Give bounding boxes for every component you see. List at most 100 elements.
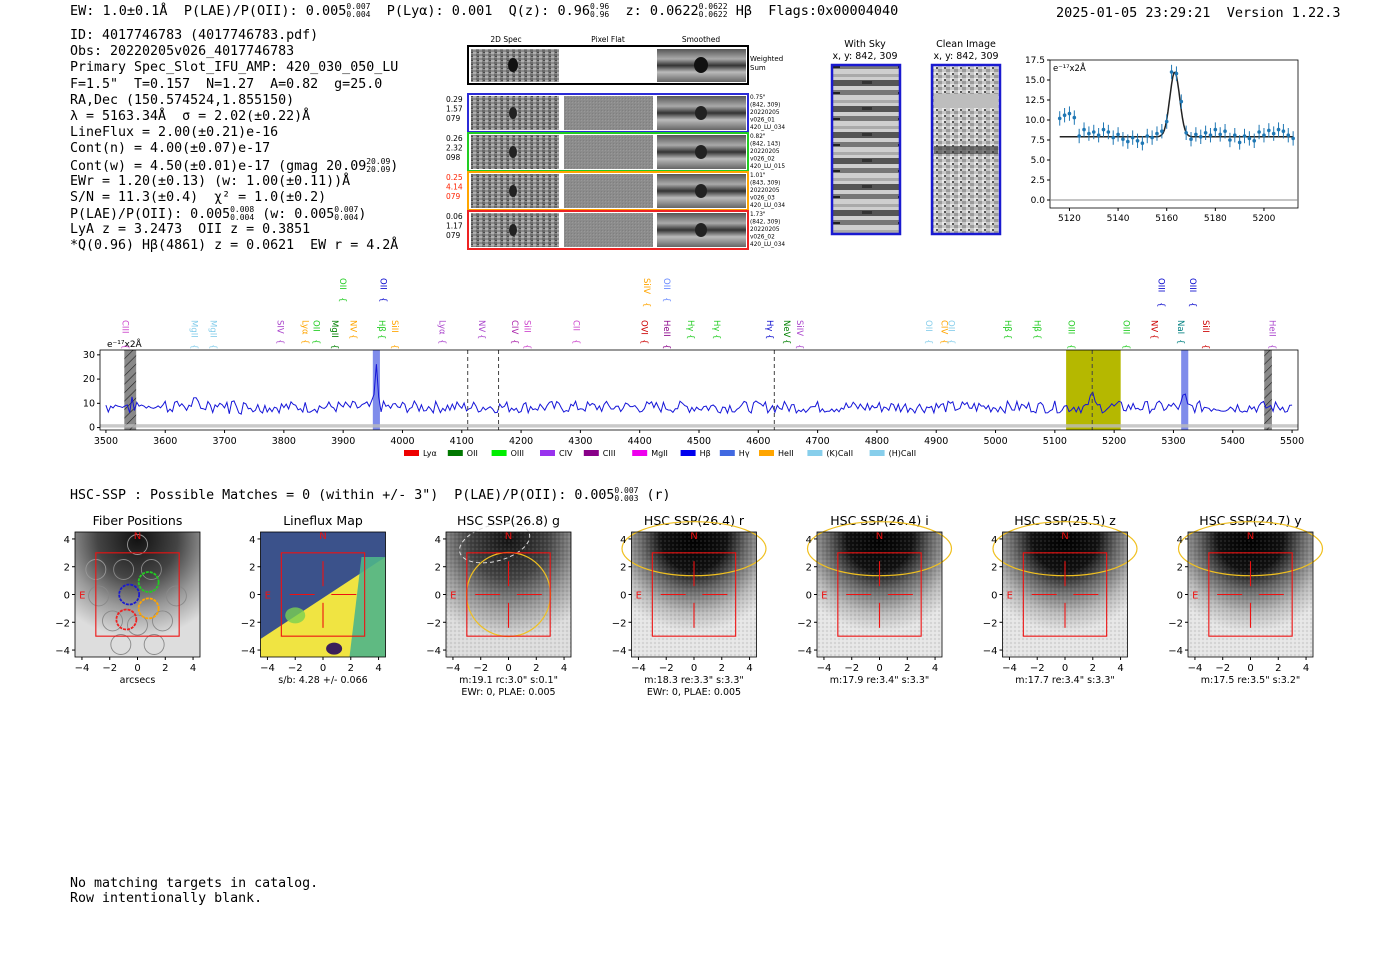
zoom-data-point [1077,134,1081,138]
hsc-cutout-texture [446,532,571,657]
full-xtick-label: 5400 [1221,436,1245,447]
north-label: N [876,531,883,542]
hsc-ytick-label: 4 [806,535,812,546]
header-line: Hβ [735,3,752,19]
lineflux-mid-region [349,557,386,657]
zoom-data-point [1281,129,1286,133]
header-flags: Flags:0x00004040 [768,3,899,19]
fiber-circle [127,534,148,555]
legend-swatch [719,450,735,456]
line-id-brace: { [641,302,651,307]
line-id-label: OIII [1187,278,1197,292]
zoom-data-point [1174,71,1179,76]
line-id-brace: { [1149,334,1159,339]
fiber-circle [110,634,132,655]
zoom-data-point [1276,127,1281,132]
hsc-ytick-label: −4 [983,646,998,657]
info-ewr: EWr = 1.20(±0.13) (w: 1.00(±0.11))Å [70,173,351,189]
hsc-ytick-label: −2 [983,618,998,629]
header-plae: P(LAE)/P(OII): 0.005 [183,3,347,19]
hsc-xtick-label: −4 [817,663,832,674]
noise-band [100,424,1298,428]
cutout-right-label: 20220205 [750,227,780,233]
line-id-label: Lyα [436,320,446,335]
cutout-row-frame [467,210,749,250]
line-id-brace: { [376,334,386,339]
cutout-right-label: v026_01 [750,118,775,124]
line-id-brace: { [509,339,519,344]
legend-label: CIII [603,449,616,458]
hsc-xtick-label: −4 [75,663,90,674]
line-id-brace: { [1175,339,1185,344]
hsc-ytick-label: 4 [249,535,255,546]
line-id-brace: { [661,297,671,302]
east-label: E [450,591,456,602]
hsc-panel-caption: m:17.5 re:3.5" s:3.2" [1201,675,1301,686]
cutout-right-label: v026_02 [750,235,775,241]
full-ytick-label: 10 [83,398,95,409]
hsc-cutout-texture [631,532,757,657]
line-id-brace: { [1156,302,1166,307]
line-id-label: SiII [389,320,399,333]
hsc-ytick-label: 4 [1177,535,1183,546]
line-id-brace: { [436,339,446,344]
hsc-xtick-label: 2 [533,663,539,674]
east-label: E [821,591,827,602]
line-id-label: Lyα [299,320,309,335]
with-sky-coords: x, y: 842, 309 [832,51,897,62]
zoom-data-point [1072,115,1077,120]
cutout-right-label: 20220205 [750,149,780,155]
full-xtick-label: 3900 [331,436,355,447]
cutout-left-label: 2.32 [446,144,463,153]
info-plae-w: (w: 0.005 [262,207,335,223]
hsc-xtick-label: 2 [348,663,354,674]
hsc-ytick-label: 2 [991,563,997,574]
info-lambda: λ = 5163.34Å σ = 2.02(±0.22)Å [70,108,311,124]
info-sn: S/N = 11.3(±0.4) χ² = 1.0(±0.2) [70,189,327,205]
fiber-circle-red [115,608,138,631]
line-id-brace: { [781,339,791,344]
zoom-data-point [1087,131,1091,136]
line-id-label: SIV [274,320,284,334]
hsc-ytick-label: 0 [806,591,812,602]
full-xtick-label: 4400 [628,436,652,447]
zoom-data-point [1228,138,1232,142]
line-id-label: NeV [781,320,791,338]
legend-label: Lyα [423,449,437,458]
hsc-ytick-label: 4 [991,535,997,546]
hsc-xtick-label: −2 [1215,663,1230,674]
hsc-panel-caption: s/b: 4.28 +/- 0.066 [278,675,367,686]
header-meta: 2025-01-05 23:29:21 Version 1.22.3 [1056,5,1341,21]
cutout-pixelflat-image [564,213,653,247]
legend-label: HeII [778,449,794,458]
legend-label: OII [467,449,478,458]
zoom-ytick-label: 7.5 [1031,136,1045,146]
line-id-label: Hβ [376,320,386,332]
zoom-data-point [1198,135,1203,139]
cutout-right-label: 0.75" [750,95,766,101]
zoom-ytick-label: 10.0 [1025,116,1045,126]
east-label: E [636,591,642,602]
header-ew: EW: 1.0±0.1Å [70,3,168,19]
zoom-data-point [1223,129,1227,133]
hsc-ytick-label: −2 [612,618,627,629]
line-id-brace: { [347,334,357,339]
line-id-label: NaI [1175,320,1185,334]
zoom-data-point [1179,99,1184,104]
full-xtick-label: 4500 [687,436,711,447]
hsc-ytick-label: −4 [426,646,441,657]
line-id-label: Hγ [764,320,774,331]
line-id-label: OII [661,278,671,290]
lineflux-blob [285,607,306,624]
legend-swatch [869,450,885,456]
zoom-ytick-label: 2.5 [1031,176,1045,186]
hsc-xtick-label: 4 [1117,663,1123,674]
detection-info: ID: 4017746783 (4017746783.pdf) Obs: 202… [70,28,398,255]
hsc-panel-title: Lineflux Map [283,513,363,528]
cutout-left-label: 0.26 [446,134,463,143]
weighted-smoothed-source [694,57,708,73]
